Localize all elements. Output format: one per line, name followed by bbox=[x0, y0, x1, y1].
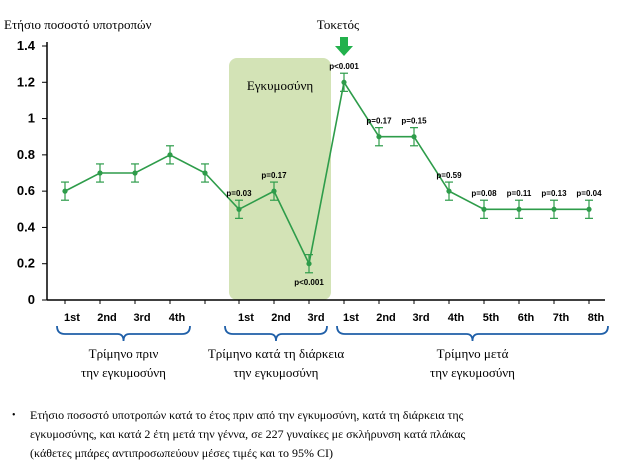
group-label-line1: Τρίμηνο κατά τη διάρκεια bbox=[208, 346, 345, 361]
y-tick-label: 0.8 bbox=[17, 147, 35, 162]
p-value-label: p=0.15 bbox=[401, 117, 427, 126]
x-tick-label: 2nd bbox=[271, 312, 291, 324]
p-value-label: p<0.001 bbox=[294, 278, 324, 287]
series-line bbox=[64, 80, 589, 267]
group-label-line2: την εγκυμοσύνη bbox=[81, 365, 166, 380]
data-point bbox=[167, 152, 173, 158]
data-point bbox=[481, 206, 487, 212]
p-value-label: p=0.13 bbox=[541, 189, 567, 198]
footnote: • Ετήσιο ποσοστό υποτροπών κατά το έτος … bbox=[12, 406, 620, 463]
y-tick-label: 0.6 bbox=[17, 183, 35, 198]
data-point bbox=[376, 134, 382, 140]
p-value-label: p=0.17 bbox=[261, 171, 287, 180]
footnote-line-3: (κάθετες μπάρες αντιπροσωπεύουν μέσες τι… bbox=[30, 446, 334, 460]
group-label-line2: την εγκυμοσύνη bbox=[430, 365, 515, 380]
data-point bbox=[271, 188, 277, 194]
data-point bbox=[516, 206, 522, 212]
data-point bbox=[341, 79, 347, 85]
delivery-arrow-icon bbox=[335, 37, 353, 56]
y-tick-label: 1.2 bbox=[17, 74, 35, 89]
x-tick-label: 4th bbox=[448, 312, 465, 324]
data-point bbox=[306, 261, 312, 267]
p-value-label: p=0.04 bbox=[576, 189, 602, 198]
group-bracket bbox=[336, 325, 609, 342]
y-tick-label: 1 bbox=[28, 111, 35, 126]
data-point bbox=[446, 188, 452, 194]
p-value-label: p=0.03 bbox=[226, 189, 252, 198]
bullet-icon: • bbox=[12, 410, 16, 421]
x-tick-label: 7th bbox=[553, 312, 570, 324]
delivery-label: Τοκετός bbox=[317, 17, 360, 32]
x-tick-label: 1st bbox=[343, 312, 359, 324]
x-tick-label: 8th bbox=[588, 312, 605, 324]
x-tick-label: 4th bbox=[169, 312, 186, 324]
y-tick-label: 0 bbox=[28, 292, 35, 307]
y-tick-label: 1.4 bbox=[17, 38, 36, 53]
data-point bbox=[132, 170, 138, 176]
pregnancy-band-label: Εγκυμοσύνη bbox=[247, 78, 313, 93]
y-tick-label: 0.4 bbox=[17, 219, 36, 234]
x-tick-label: 1st bbox=[238, 312, 254, 324]
group-bracket bbox=[224, 325, 328, 342]
data-point bbox=[411, 134, 417, 140]
y-axis-label: Ετήσιο ποσοστό υποτροπών bbox=[4, 17, 152, 32]
group-label-line1: Τρίμηνο πριν bbox=[89, 346, 159, 361]
footnote-line-1: Ετήσιο ποσοστό υποτροπών κατά το έτος πρ… bbox=[30, 408, 464, 422]
footnote-line-2: εγκυμοσύνης, και κατά 2 έτη μετά την γέν… bbox=[30, 427, 466, 441]
data-point bbox=[551, 206, 557, 212]
x-tick-label: 1st bbox=[64, 312, 80, 324]
x-tick-label: 6th bbox=[518, 312, 535, 324]
x-tick-label: 2nd bbox=[376, 312, 396, 324]
data-point bbox=[586, 206, 592, 212]
y-tick-label: 0.2 bbox=[17, 256, 35, 271]
p-value-label: p=0.17 bbox=[366, 117, 392, 126]
x-tick-label: 3rd bbox=[307, 312, 324, 324]
data-point bbox=[97, 170, 103, 176]
p-value-label: p=0.08 bbox=[471, 189, 497, 198]
data-point bbox=[236, 206, 242, 212]
x-tick-label: 5th bbox=[483, 312, 500, 324]
x-tick-label: 3rd bbox=[412, 312, 429, 324]
x-tick-label: 3rd bbox=[133, 312, 150, 324]
data-point bbox=[202, 170, 208, 176]
pregnancy-band bbox=[229, 58, 331, 300]
p-value-label: p=0.11 bbox=[507, 189, 532, 198]
group-bracket bbox=[56, 325, 191, 342]
p-value-label: p<0.001 bbox=[329, 62, 359, 71]
group-label-line1: Τρίμηνο μετά bbox=[437, 346, 509, 361]
p-value-label: p=0.59 bbox=[436, 171, 462, 180]
x-tick-label: 2nd bbox=[97, 312, 117, 324]
data-point bbox=[62, 188, 68, 194]
group-label-line2: την εγκυμοσύνη bbox=[234, 365, 319, 380]
